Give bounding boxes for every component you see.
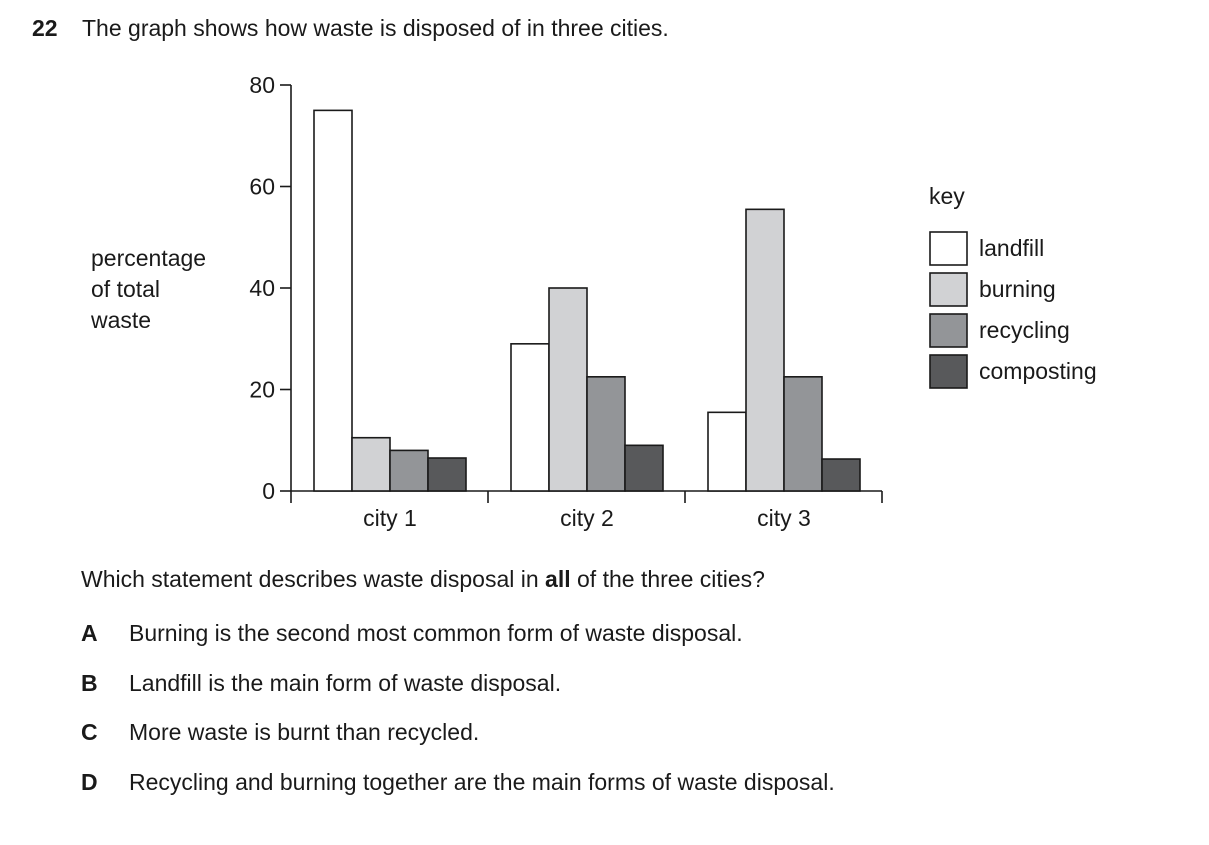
legend-swatch-landfill	[929, 231, 968, 266]
legend-label-composting: composting	[979, 358, 1097, 384]
bar-burning	[745, 208, 785, 492]
x-category-label: city 1	[363, 505, 417, 531]
legend-label-landfill: landfill	[979, 235, 1044, 261]
y-tick-label: 40	[249, 275, 275, 301]
option-text: More waste is burnt than recycled.	[129, 719, 480, 745]
y-axis-label-line: waste	[91, 307, 152, 333]
bar-landfill	[707, 411, 747, 492]
bar-burning	[351, 436, 391, 492]
legend-label-recycling: recycling	[979, 317, 1070, 343]
y-axis-label-line: of total	[91, 276, 161, 302]
x-category-label: city 2	[560, 505, 614, 531]
question-heading: 22 The graph shows how waste is disposed …	[32, 14, 669, 42]
legend-label-burning: burning	[979, 276, 1056, 302]
option-letter: D	[81, 769, 98, 795]
y-axis-label: percentage of total waste	[91, 243, 206, 336]
legend-swatch-composting	[929, 354, 968, 389]
x-category-label: city 3	[757, 505, 811, 531]
y-tick-label: 0	[262, 478, 275, 504]
y-tick-label: 60	[249, 174, 275, 200]
legend-swatch-burning	[929, 272, 968, 307]
question-text: The graph shows how waste is disposed of…	[82, 15, 669, 41]
option-letter: B	[81, 670, 98, 696]
legend-swatch-recycling	[929, 313, 968, 348]
question-number: 22	[32, 15, 58, 41]
prompt-text: Which statement describes waste disposal…	[81, 566, 546, 592]
question-prompt: Which statement describes waste disposal…	[81, 565, 765, 593]
bar-composting	[427, 457, 467, 492]
bar-landfill	[510, 343, 550, 492]
y-tick-label: 80	[249, 72, 275, 98]
bar-recycling	[389, 449, 429, 492]
prompt-text-end: of the three cities?	[570, 566, 765, 592]
option-c[interactable]: C More waste is burnt than recycled.	[81, 718, 479, 746]
option-b[interactable]: B Landfill is the main form of waste disp…	[81, 669, 561, 697]
option-text: Recycling and burning together are the m…	[129, 769, 835, 795]
option-letter: C	[81, 719, 98, 745]
option-text: Burning is the second most common form o…	[129, 620, 743, 646]
option-text: Landfill is the main form of waste dispo…	[129, 670, 562, 696]
option-d[interactable]: D Recycling and burning together are the …	[81, 768, 835, 796]
legend-title: key	[929, 183, 965, 209]
y-axis-label-line: percentage	[91, 245, 207, 271]
bar-landfill	[313, 109, 353, 492]
bar-composting	[821, 458, 861, 492]
bar-recycling	[783, 376, 823, 492]
y-tick-label: 20	[249, 377, 275, 403]
bar-recycling	[586, 376, 626, 492]
bar-chart: 0 20 40 60 80 city 1 city 2 city 3 key landfill bu…	[249, 72, 1097, 531]
option-letter: A	[81, 620, 98, 646]
option-a[interactable]: A Burning is the second most common form …	[81, 619, 743, 647]
bar-burning	[548, 287, 588, 492]
prompt-emphasis: all	[545, 566, 571, 592]
bar-composting	[624, 444, 664, 492]
